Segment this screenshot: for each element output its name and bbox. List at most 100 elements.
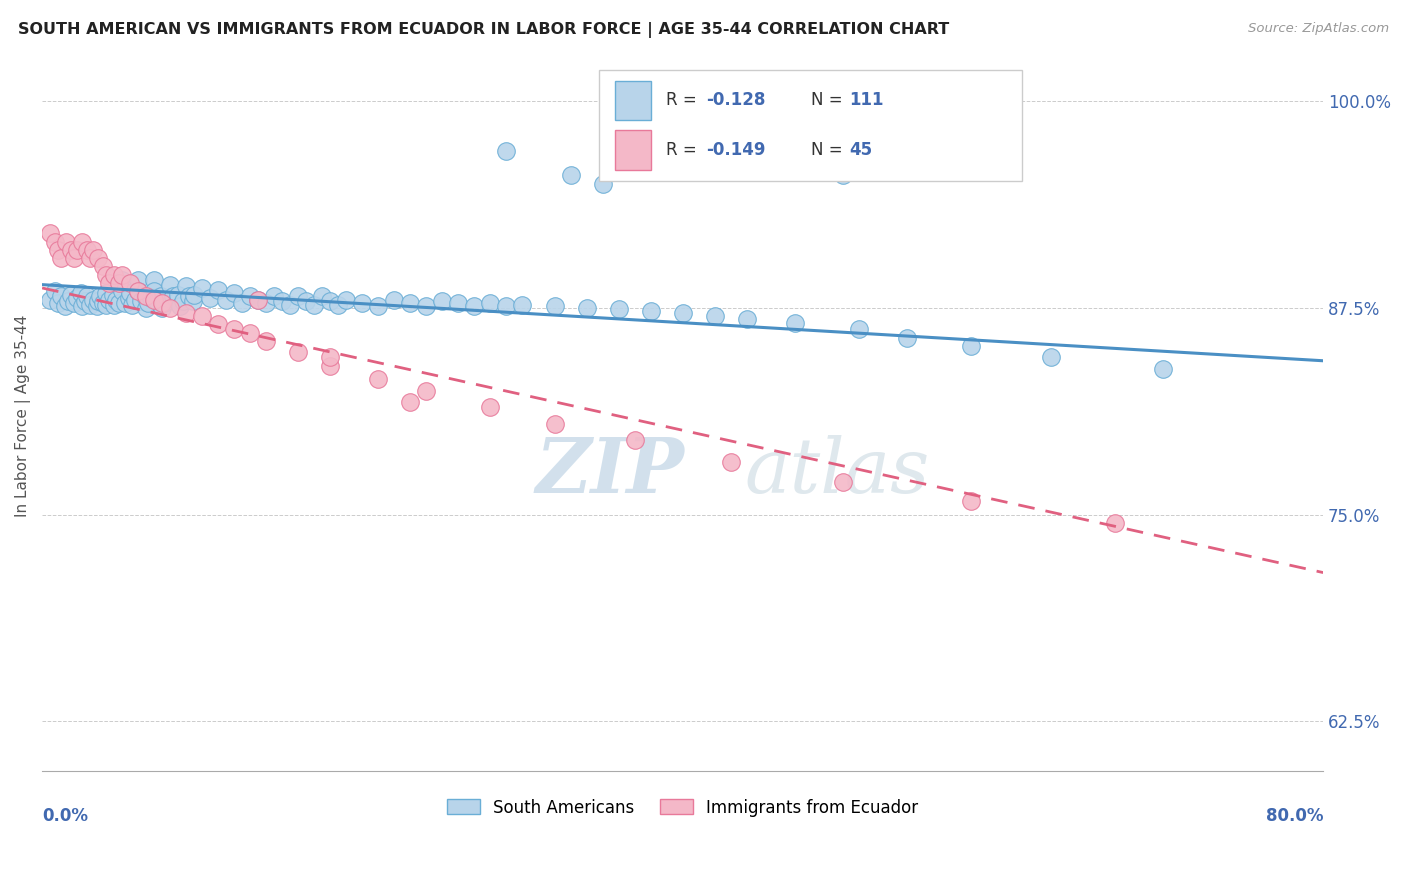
Point — [104, 293, 127, 307]
Text: SOUTH AMERICAN VS IMMIGRANTS FROM ECUADOR IN LABOR FORCE | AGE 35-44 CORRELATION: SOUTH AMERICAN VS IMMIGRANTS FROM ECUADO… — [18, 22, 949, 38]
Point — [96, 297, 118, 311]
Point — [169, 299, 191, 313]
Point — [831, 169, 853, 183]
Point — [447, 296, 470, 310]
Point — [319, 351, 342, 365]
Point — [127, 285, 149, 299]
Point — [432, 294, 454, 309]
Point — [76, 289, 98, 303]
Point — [239, 326, 262, 340]
Point — [159, 301, 181, 315]
Point — [831, 475, 853, 489]
Point — [86, 299, 108, 313]
Point — [672, 306, 695, 320]
Point — [247, 293, 270, 307]
Point — [44, 235, 66, 249]
Text: N =: N = — [811, 91, 848, 109]
Point — [335, 293, 357, 307]
Point — [479, 296, 502, 310]
Point — [720, 144, 742, 158]
Point — [191, 309, 214, 323]
Point — [224, 322, 246, 336]
Point — [153, 296, 176, 310]
Point — [215, 293, 238, 307]
Point — [247, 293, 270, 307]
Text: 45: 45 — [849, 141, 872, 159]
Point — [319, 359, 342, 373]
Point — [207, 318, 229, 332]
Point — [263, 289, 285, 303]
Point — [96, 285, 118, 300]
Point — [399, 395, 422, 409]
Point — [150, 301, 173, 315]
Point — [136, 296, 159, 310]
Text: R =: R = — [666, 91, 702, 109]
Point — [127, 273, 149, 287]
Point — [159, 277, 181, 292]
Point — [623, 433, 645, 447]
Point — [543, 417, 565, 431]
Y-axis label: In Labor Force | Age 35-44: In Labor Force | Age 35-44 — [15, 314, 31, 516]
Point — [131, 294, 153, 309]
Point — [592, 177, 614, 191]
Point — [63, 251, 86, 265]
Point — [367, 372, 389, 386]
Point — [139, 291, 162, 305]
Point — [117, 291, 139, 305]
Point — [91, 296, 114, 310]
Point — [254, 334, 277, 348]
Point — [79, 297, 101, 311]
Text: -0.128: -0.128 — [706, 91, 765, 109]
Point — [91, 260, 114, 274]
Point — [111, 285, 134, 299]
Point — [960, 339, 983, 353]
Point — [63, 296, 86, 310]
Point — [415, 384, 437, 398]
Point — [53, 299, 76, 313]
Point — [1104, 516, 1126, 530]
Point — [181, 294, 204, 309]
Point — [200, 291, 222, 305]
Point — [960, 494, 983, 508]
Point — [191, 281, 214, 295]
Point — [69, 285, 91, 300]
Point — [70, 235, 93, 249]
Point — [108, 276, 131, 290]
Point — [59, 243, 82, 257]
Point — [384, 293, 406, 307]
Text: N =: N = — [811, 141, 848, 159]
Point — [560, 169, 582, 183]
Text: -0.149: -0.149 — [706, 141, 765, 159]
Text: 111: 111 — [849, 91, 883, 109]
Point — [114, 296, 136, 310]
Point — [688, 119, 710, 133]
Point — [183, 287, 205, 301]
FancyBboxPatch shape — [614, 80, 651, 120]
FancyBboxPatch shape — [614, 130, 651, 169]
Point — [134, 289, 156, 303]
Point — [735, 312, 758, 326]
Point — [367, 299, 389, 313]
Point — [46, 243, 69, 257]
Point — [96, 268, 118, 282]
Point — [82, 293, 104, 307]
Point — [174, 306, 197, 320]
Point — [143, 293, 166, 307]
Point — [848, 322, 870, 336]
Point — [287, 289, 309, 303]
Point — [166, 294, 188, 309]
Point — [295, 294, 318, 309]
Point — [51, 251, 73, 265]
Text: 0.0%: 0.0% — [42, 806, 89, 825]
Point — [44, 285, 66, 299]
Point — [287, 345, 309, 359]
FancyBboxPatch shape — [599, 70, 1022, 180]
Text: ZIP: ZIP — [536, 435, 685, 509]
Point — [239, 289, 262, 303]
Point — [607, 160, 630, 174]
Point — [79, 251, 101, 265]
Point — [98, 276, 121, 290]
Point — [172, 294, 194, 309]
Point — [304, 297, 326, 311]
Point — [479, 400, 502, 414]
